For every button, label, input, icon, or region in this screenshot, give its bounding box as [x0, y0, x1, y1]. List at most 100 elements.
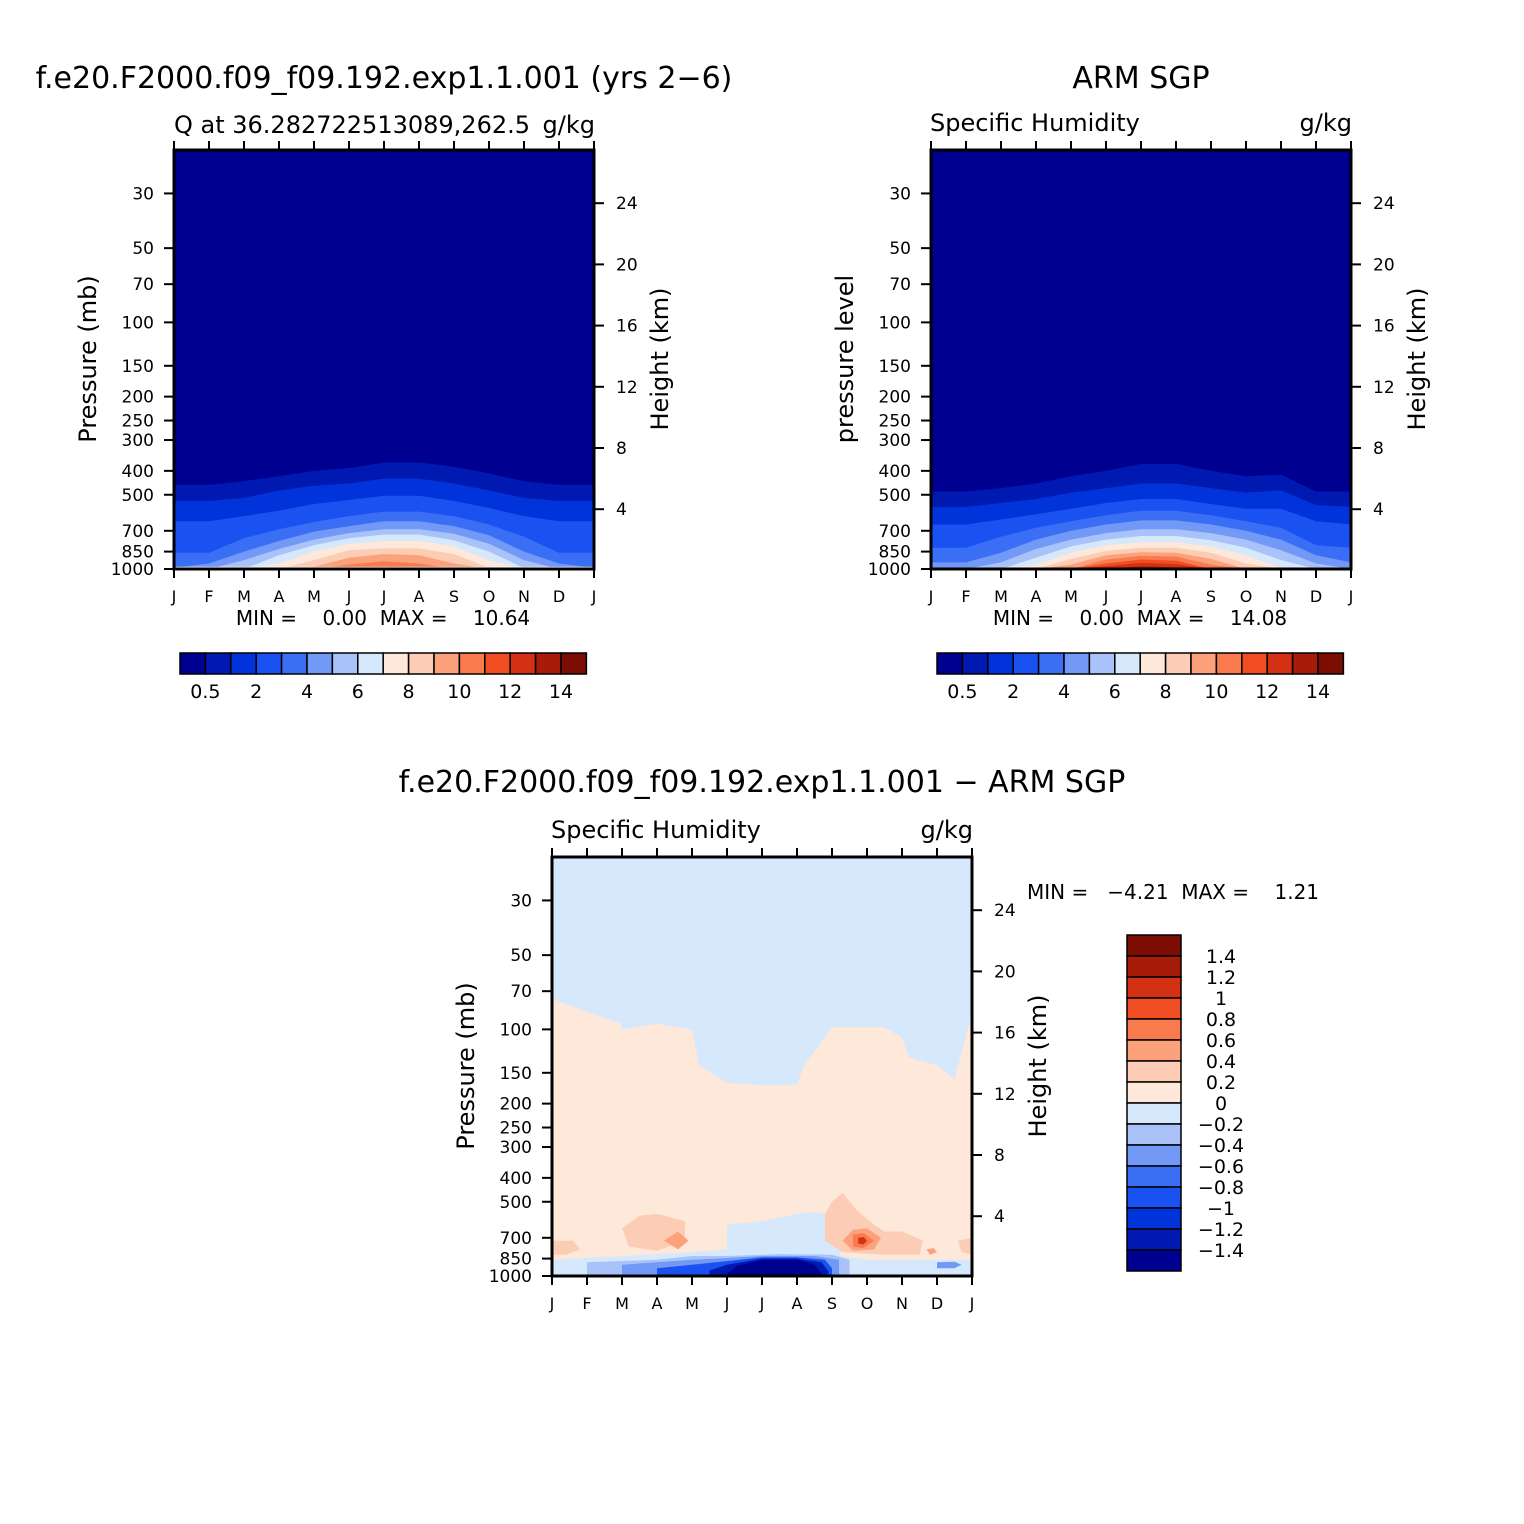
colorbar-box	[560, 652, 588, 675]
y-tick-label: 70	[889, 275, 911, 295]
colorbar-label: 0	[1215, 1093, 1227, 1115]
y-right-tick-label: 16	[616, 317, 638, 337]
panel-diff-title: f.e20.F2000.f09_f09.192.exp1.1.001 − ARM…	[399, 765, 1126, 800]
y-tick-label: 30	[510, 891, 532, 911]
colorbar-label: −0.8	[1198, 1177, 1244, 1199]
x-tick-label: S	[1206, 587, 1216, 606]
x-tick-label: J	[381, 587, 387, 606]
panel-model-minmax: MIN = 0.00 MAX = 10.64	[236, 606, 530, 630]
y-tick-label: 400	[879, 462, 911, 482]
panel-diff-ylabel-right: Height (km)	[1024, 995, 1052, 1138]
contour-band	[727, 1212, 843, 1260]
x-tick-label: S	[449, 587, 459, 606]
y-tick-label: 300	[879, 431, 911, 451]
y-tick-label: 100	[879, 313, 911, 333]
colorbar-label: 0.6	[1206, 1030, 1236, 1052]
y-tick-label: 850	[879, 543, 911, 563]
x-tick-label: F	[204, 587, 213, 606]
contour-band	[926, 1248, 937, 1255]
panel-obs-title: ARM SGP	[1072, 61, 1209, 96]
panel-obs-ylabel: pressure level	[831, 275, 859, 443]
x-tick-label: J	[1103, 587, 1109, 606]
colorbar-box	[534, 652, 562, 675]
panel-obs: ARM SGP Specific Humidity g/kg J F M A M J J A S…	[831, 61, 1431, 703]
contour-band	[727, 1259, 822, 1276]
panel-obs-units: g/kg	[1300, 109, 1352, 137]
colorbar-box	[1266, 652, 1294, 675]
colorbar-label: 6	[1109, 681, 1121, 703]
colorbar-label: −1.4	[1198, 1240, 1244, 1262]
colorbar-label: 0.5	[947, 681, 977, 703]
panel-model-title: f.e20.F2000.f09_f09.192.exp1.1.001 (yrs …	[36, 61, 733, 96]
colorbar-box	[1164, 652, 1192, 675]
colorbar-label: −1	[1207, 1198, 1235, 1220]
colorbar-label: 1.2	[1206, 967, 1236, 989]
panel-diff-ylabel: Pressure (mb)	[452, 982, 480, 1149]
contour-band	[931, 562, 1351, 569]
y-tick-label: 250	[500, 1119, 532, 1139]
colorbar-label: 6	[352, 681, 364, 703]
y-right-tick-label: 8	[1373, 439, 1384, 459]
y-tick-label: 50	[889, 239, 911, 259]
y-tick-label: 50	[510, 946, 532, 966]
contour-band	[664, 1231, 689, 1250]
colorbar-box	[1126, 1081, 1182, 1104]
panel-diff-left-string: Specific Humidity	[551, 816, 761, 844]
x-tick-label: A	[1031, 587, 1042, 606]
y-right-tick-label: 12	[616, 378, 638, 398]
x-tick-label: N	[1275, 587, 1287, 606]
panel-diff-colorbar: 1.41.210.80.60.40.20−0.2−0.4−0.6−0.8−1−1…	[1126, 934, 1244, 1272]
x-tick-label: O	[861, 1294, 874, 1313]
colorbar-box	[1063, 652, 1091, 675]
y-tick-label: 500	[122, 486, 154, 506]
contour-band	[552, 1240, 580, 1255]
y-right-tick-label: 16	[1373, 317, 1395, 337]
colorbar-box	[1126, 997, 1182, 1020]
x-tick-label: D	[553, 587, 565, 606]
x-tick-label: M	[1064, 587, 1078, 606]
y-tick-label: 700	[879, 522, 911, 542]
y-right-tick-label: 12	[1373, 378, 1395, 398]
y-tick-label: 100	[122, 313, 154, 333]
x-tick-label: M	[685, 1294, 699, 1313]
colorbar-box	[204, 652, 232, 675]
x-tick-label: S	[827, 1294, 837, 1313]
panel-diff: f.e20.F2000.f09_f09.192.exp1.1.001 − ARM…	[399, 765, 1319, 1313]
y-tick-label: 1000	[111, 560, 154, 580]
y-tick-label: 700	[500, 1229, 532, 1249]
contour-fills	[174, 150, 594, 569]
y-right-tick-label: 8	[994, 1146, 1005, 1166]
y-tick-label: 70	[132, 275, 154, 295]
y-right-tick-label: 4	[994, 1207, 1005, 1227]
contour-band	[958, 1237, 972, 1255]
contour-band	[937, 1261, 962, 1269]
x-tick-label: J	[759, 1294, 765, 1313]
x-tick-label: F	[961, 587, 970, 606]
y-tick-label: 30	[889, 184, 911, 204]
panel-model-ylabel-right: Height (km)	[646, 288, 674, 431]
y-right-tick-label: 8	[616, 439, 627, 459]
panel-obs-left-string: Specific Humidity	[930, 109, 1140, 137]
colorbar-label: 2	[250, 681, 262, 703]
colorbar-box	[382, 652, 410, 675]
panel-model-ylabel: Pressure (mb)	[74, 275, 102, 442]
x-tick-label: J	[1138, 587, 1144, 606]
x-tick-label: D	[1310, 587, 1322, 606]
x-tick-label: J	[928, 587, 934, 606]
colorbar-box	[961, 652, 989, 675]
colorbar-box	[1114, 652, 1141, 675]
colorbar-label: 12	[498, 681, 522, 703]
y-tick-label: 100	[500, 1020, 532, 1040]
panel-model-left-string: Q at 36.282722513089,262.5	[174, 111, 530, 139]
y-tick-label: 500	[500, 1193, 532, 1213]
y-tick-label: 850	[500, 1250, 532, 1270]
colorbar-box	[1291, 652, 1319, 675]
x-tick-label: A	[652, 1294, 663, 1313]
y-right-tick-label: 20	[616, 255, 638, 275]
colorbar-label: 10	[1204, 681, 1228, 703]
panel-diff-units: g/kg	[921, 816, 973, 844]
x-tick-label: M	[615, 1294, 629, 1313]
y-tick-label: 150	[879, 357, 911, 377]
